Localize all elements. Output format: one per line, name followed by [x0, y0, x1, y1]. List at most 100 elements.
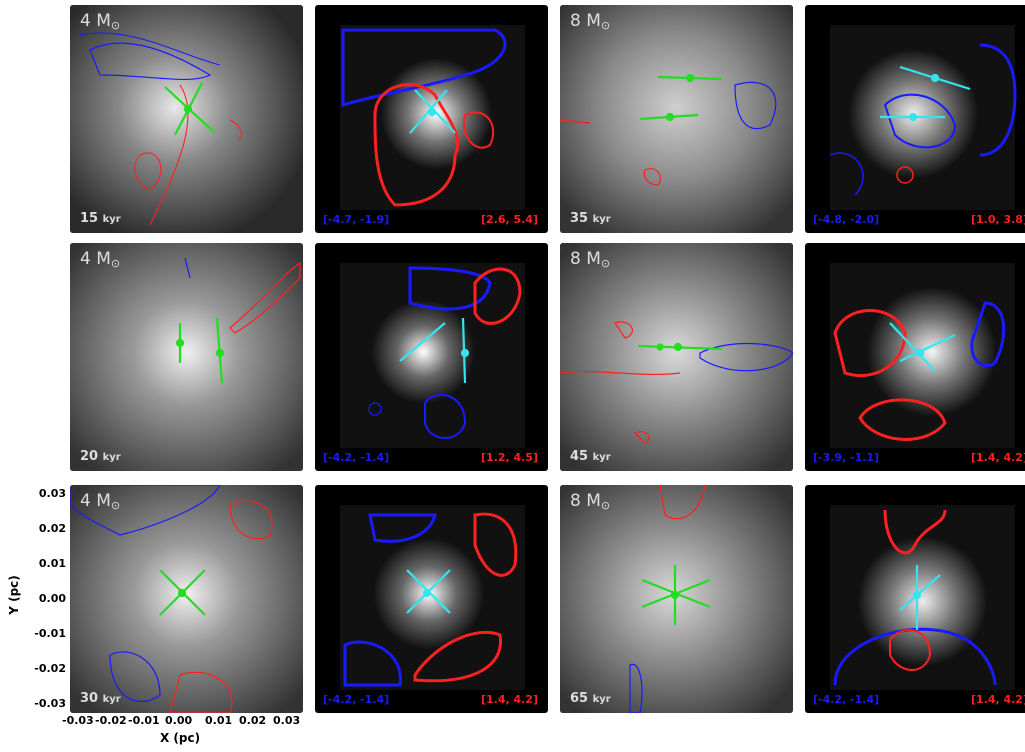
red-contour — [614, 321, 633, 339]
x-tick: 0.03 — [273, 714, 301, 727]
panel-zoom-15kyr: [-4.7, -1.9] [2.6, 5.4] — [315, 5, 548, 233]
red-contour — [833, 309, 907, 378]
panel-8msun-45kyr: 8 M⊙ 45 kyr — [560, 243, 793, 471]
panel-zoom-65kyr: [-4.2, -1.4] [1.4, 4.2] — [805, 485, 1025, 713]
cyan-arrows — [889, 322, 956, 372]
red-contour — [229, 119, 242, 141]
red-contour — [463, 111, 495, 149]
red-contour — [896, 166, 914, 184]
velocity-range-blue: [-3.9, -1.1] — [813, 451, 880, 464]
y-tick: 0.00 — [38, 592, 66, 605]
red-contour — [643, 168, 661, 186]
x-tick: -0.02 — [95, 714, 127, 727]
red-contour — [560, 119, 591, 124]
red-contour — [883, 509, 947, 555]
blue-contour — [734, 81, 777, 130]
y-tick: -0.01 — [34, 627, 66, 640]
x-axis-label: X (pc) — [160, 731, 201, 745]
cyan-arrows — [899, 565, 941, 630]
y-tick: 0.03 — [38, 487, 66, 500]
red-contour — [229, 261, 301, 334]
red-contour — [659, 485, 706, 520]
green-arrows — [159, 569, 206, 616]
red-contour — [149, 84, 189, 226]
blue-contour — [109, 651, 161, 703]
blue-contour — [79, 32, 221, 66]
panel-4msun-15kyr: 4 M⊙ 15 kyr — [70, 5, 303, 233]
velocity-range-blue: [-4.2, -1.4] — [323, 451, 390, 464]
velocity-range-blue: [-4.8, -2.0] — [813, 213, 880, 226]
mass-label: 8 M⊙ — [570, 491, 611, 512]
blue-contour — [629, 663, 643, 713]
mass-label: 4 M⊙ — [80, 249, 121, 270]
panel-8msun-65kyr: 8 M⊙ 65 kyr — [560, 485, 793, 713]
projection-image — [340, 263, 525, 448]
red-contour — [413, 630, 503, 683]
velocity-range-red: [1.4, 4.2] — [970, 451, 1025, 464]
x-tick: 0.02 — [239, 714, 267, 727]
x-tick: 0.00 — [165, 714, 193, 727]
y-tick: -0.03 — [34, 697, 66, 710]
time-label: 45 kyr — [570, 449, 611, 464]
green-arrows — [639, 73, 723, 122]
velocity-range-red: [1.4, 4.2] — [480, 693, 538, 706]
blue-contour — [184, 257, 191, 279]
projection-image — [830, 263, 1015, 448]
blue-contour — [970, 301, 1006, 368]
velocity-range-red: [1.0, 3.8] — [970, 213, 1025, 226]
cyan-arrows — [409, 89, 456, 134]
blue-contour — [70, 485, 221, 536]
green-arrows — [641, 565, 711, 625]
mass-label: 8 M⊙ — [570, 11, 611, 32]
x-tick: -0.03 — [62, 714, 94, 727]
projection-image — [560, 485, 793, 713]
blue-contour — [408, 266, 492, 311]
cyan-arrows — [406, 569, 451, 614]
red-contour — [229, 500, 273, 540]
y-tick: 0.02 — [38, 522, 66, 535]
red-contour — [858, 398, 947, 441]
time-label: 15 kyr — [80, 211, 121, 226]
time-label: 65 kyr — [570, 691, 611, 706]
panel-4msun-20kyr: 4 M⊙ 20 kyr — [70, 243, 303, 471]
velocity-range-red: [2.6, 5.4] — [480, 213, 538, 226]
cyan-arrows — [880, 65, 971, 122]
blue-contour — [979, 43, 1017, 157]
panel-8msun-35kyr: 8 M⊙ 35 kyr — [560, 5, 793, 233]
projection-image — [560, 5, 793, 233]
mass-label: 8 M⊙ — [570, 249, 611, 270]
blue-contour — [341, 28, 507, 108]
projection-image — [340, 505, 525, 690]
blue-contour — [368, 402, 382, 416]
panel-zoom-35kyr: [-4.8, -2.0] [1.0, 3.8] — [805, 5, 1025, 233]
red-contour — [473, 267, 522, 325]
red-contour — [889, 629, 932, 671]
red-contour — [373, 83, 460, 207]
x-tick: -0.01 — [128, 714, 160, 727]
panel-zoom-20kyr: [-4.2, -1.4] [1.2, 4.5] — [315, 243, 548, 471]
red-contour — [169, 671, 233, 713]
projection-image — [560, 243, 793, 471]
velocity-range-blue: [-4.2, -1.4] — [323, 693, 390, 706]
projection-image — [70, 485, 303, 713]
blue-contour — [829, 152, 864, 196]
panel-zoom-30kyr: [-4.2, -1.4] [1.4, 4.2] — [315, 485, 548, 713]
red-contour — [134, 152, 162, 191]
projection-image — [340, 25, 525, 210]
x-tick: 0.01 — [205, 714, 233, 727]
velocity-range-red: [1.4, 4.2] — [970, 693, 1025, 706]
y-axis-label: Y (pc) — [6, 575, 21, 615]
red-contour — [560, 370, 681, 376]
red-contour — [633, 431, 650, 444]
blue-contour — [89, 42, 212, 81]
projection-image — [830, 505, 1015, 690]
time-label: 35 kyr — [570, 211, 611, 226]
panel-zoom-45kyr: [-3.9, -1.1] [1.4, 4.2] — [805, 243, 1025, 471]
time-label: 20 kyr — [80, 449, 121, 464]
time-label: 30 kyr — [80, 691, 121, 706]
projection-image — [70, 5, 303, 233]
blue-contour — [699, 342, 793, 372]
green-arrows — [637, 342, 723, 352]
cyan-arrows — [399, 317, 470, 384]
red-contour — [473, 512, 518, 577]
